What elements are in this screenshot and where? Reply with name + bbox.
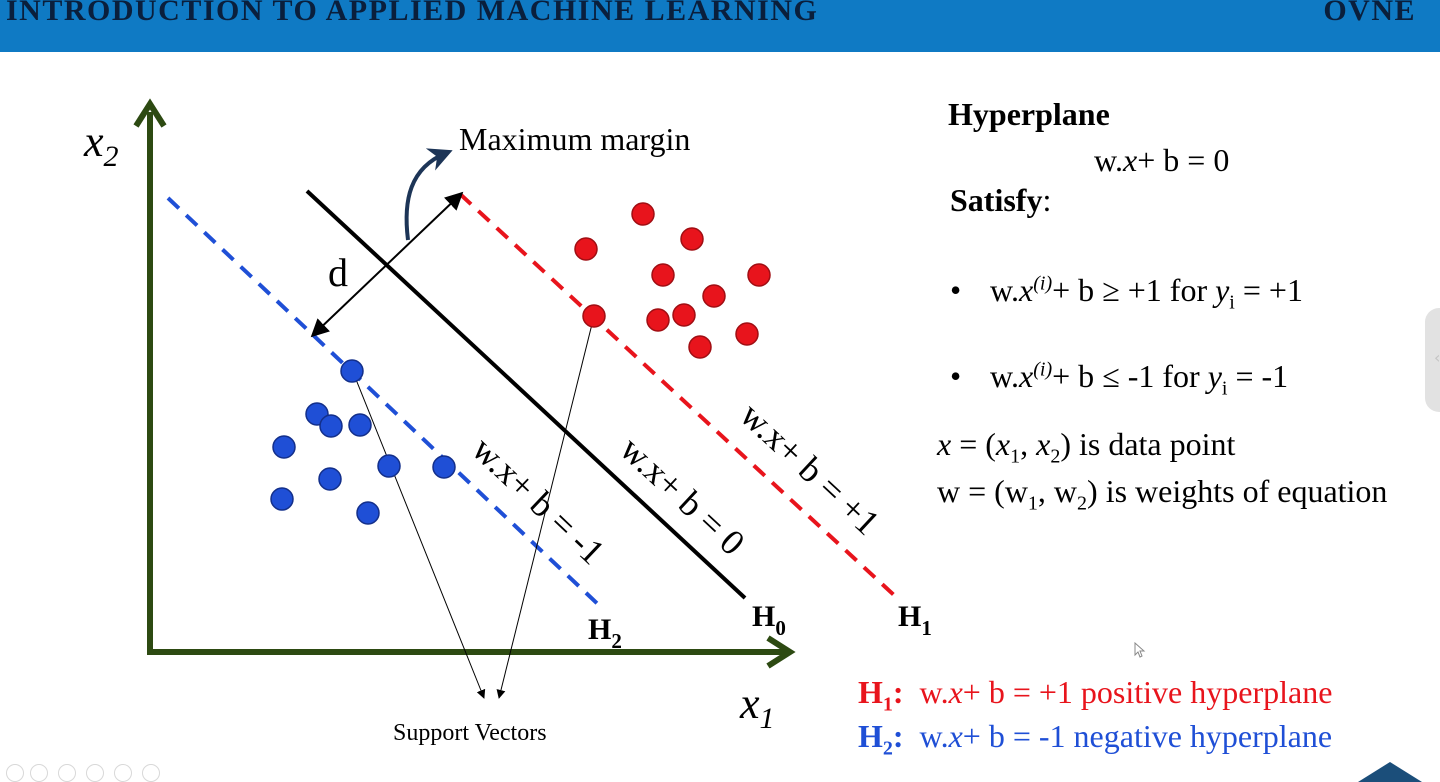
legend-h1-positive: H1: w.x+ b = +1 positive hyperplane (858, 674, 1333, 716)
chevron-left-icon: ‹ (1434, 348, 1440, 367)
negative-point-10 (356, 501, 380, 525)
mouse-pointer-icon (1134, 642, 1146, 658)
margin-width-arrow (310, 191, 464, 338)
condition-positive: w.x(i)+ b ≥ +1 for yi = +1 (990, 272, 1303, 314)
negative-class-points (270, 359, 456, 525)
y-axis-arrowhead (133, 98, 167, 128)
prev-slide-icon[interactable] (6, 764, 24, 782)
condition-negative: w.x(i)+ b ≤ -1 for yi = -1 (990, 358, 1289, 400)
hyperplane-equation: w.x+ b = 0 (1094, 142, 1230, 178)
positive-class-points (574, 202, 771, 359)
support-vectors-label: Support Vectors (393, 720, 547, 746)
negative-point-8 (432, 455, 456, 479)
positive-point-2 (574, 237, 598, 261)
more-options-icon[interactable] (142, 764, 160, 782)
header-bar: INTRODUCTION TO APPLIED MACHINE LEARNING… (0, 0, 1440, 52)
hyperplane-heading: Hyperplane (948, 96, 1110, 132)
positive-point-1 (631, 202, 655, 226)
h1-label: H1 (898, 600, 932, 640)
h0-decision-hyperplane-line (305, 189, 747, 600)
support-vector-pointers (352, 315, 595, 699)
next-slide-icon[interactable] (30, 764, 48, 782)
positive-point-9 (688, 335, 712, 359)
axes (133, 98, 796, 669)
negative-point-9 (270, 487, 294, 511)
margin-d-label: d (328, 250, 348, 295)
h2-label: H2 (588, 613, 622, 653)
negative-point-1 (340, 359, 364, 383)
h0-label: H0 (752, 600, 786, 640)
x-axis-arrowhead (766, 635, 796, 669)
positive-point-7 (672, 303, 696, 327)
positive-point-4 (651, 263, 675, 287)
weights-definition: w = (w1, w2) is weights of equation (937, 473, 1388, 515)
pen-icon[interactable] (58, 764, 76, 782)
positive-point-8 (646, 308, 670, 332)
negative-point-4 (348, 413, 372, 437)
slides-icon[interactable] (86, 764, 104, 782)
x2-axis-label: x2 (83, 117, 119, 173)
bullet-dot: • (950, 358, 962, 394)
positive-point-10 (735, 322, 759, 346)
bullet-dot: • (950, 272, 962, 308)
data-point-definition: x = (x1, x2) is data point (937, 426, 1236, 468)
satisfy-heading: Satisfy: (950, 182, 1052, 218)
negative-point-6 (318, 467, 342, 491)
positive-point-11 (582, 304, 606, 328)
slide-title: INTRODUCTION TO APPLIED MACHINE LEARNING (6, 0, 819, 27)
svm-diagram: Maximum margin d x2 x1 H2 H0 H1 w.x+ b =… (83, 98, 932, 746)
x1-axis-label: x1 (739, 679, 775, 735)
maximum-margin-label: Maximum margin (459, 121, 690, 157)
positive-point-3 (680, 227, 704, 251)
positive-point-6 (702, 284, 726, 308)
negative-point-7 (377, 454, 401, 478)
zoom-icon[interactable] (114, 764, 132, 782)
university-logo (1358, 762, 1422, 782)
brand-label: OVNE (1323, 0, 1416, 27)
positive-point-5 (747, 263, 771, 287)
side-panel-tab[interactable]: ‹ (1425, 308, 1440, 412)
maximum-margin-pointer-arrow (404, 148, 453, 241)
legend-h2-negative: H2: w.x+ b = -1 negative hyperplane (858, 718, 1333, 760)
negative-point-5 (272, 435, 296, 459)
negative-point-3 (319, 414, 343, 438)
